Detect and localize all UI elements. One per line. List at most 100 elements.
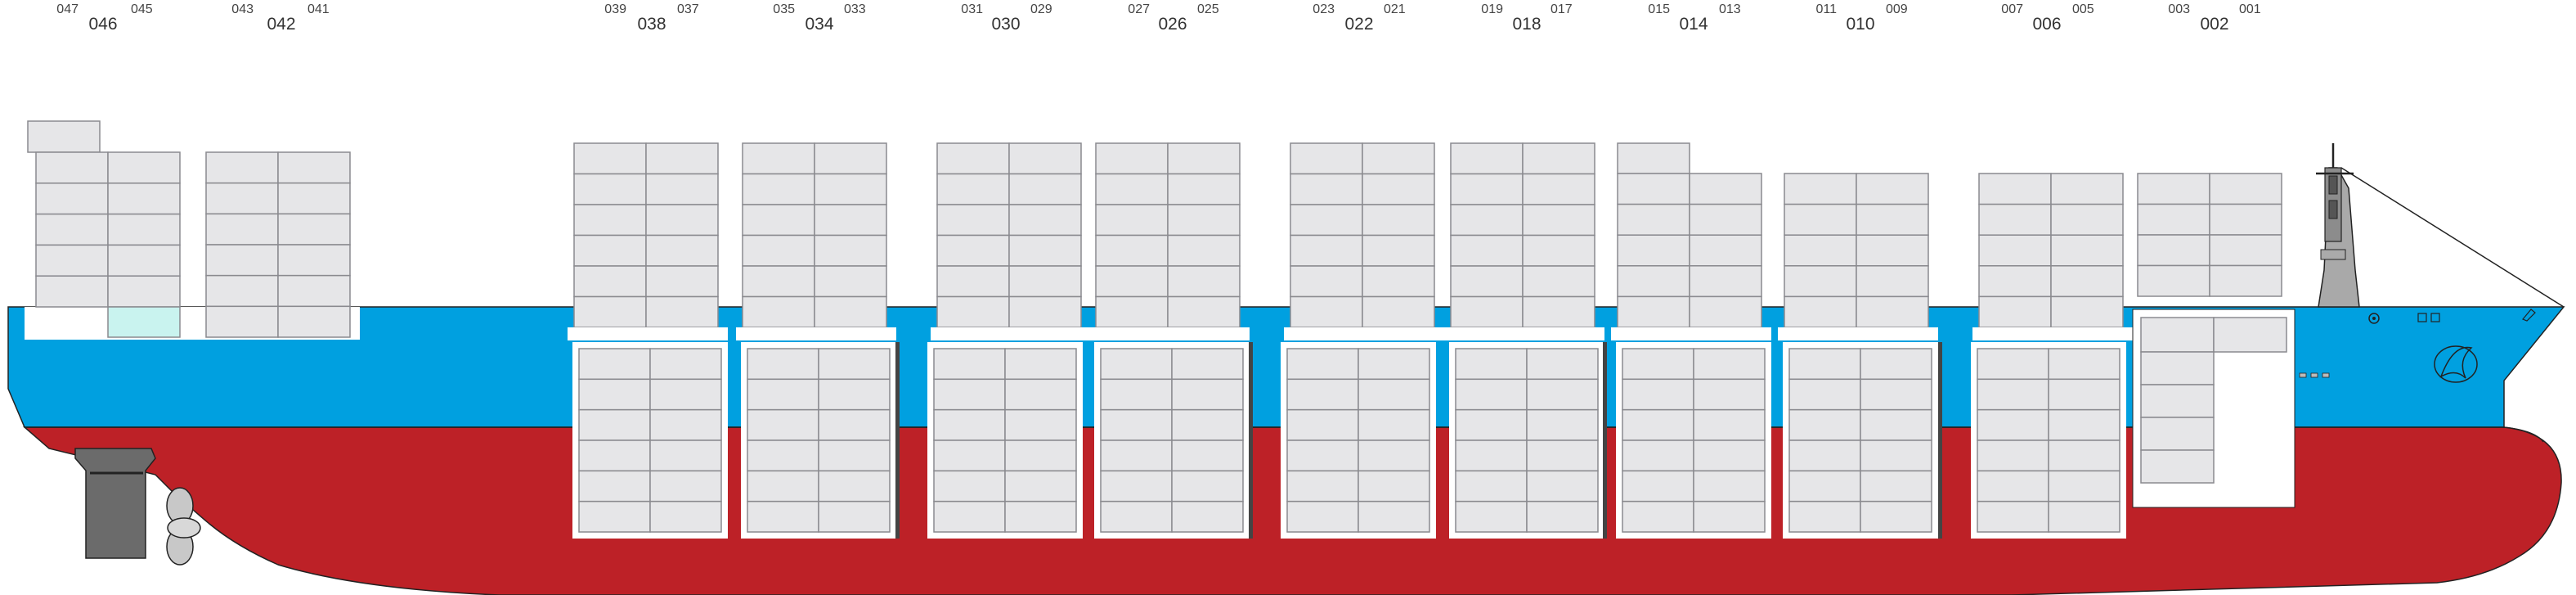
- deck-container: [814, 234, 887, 267]
- draft-mark: [2299, 372, 2307, 378]
- hold-container: [1286, 348, 1359, 381]
- draft-mark: [2322, 372, 2330, 378]
- hold-container: [1622, 408, 1694, 441]
- deck-container: [1450, 234, 1524, 267]
- bay-aft-number: 005: [2072, 2, 2094, 16]
- bay-fwd-number: 047: [56, 2, 79, 16]
- hold-container: [1004, 439, 1077, 472]
- hold-container: [933, 408, 1006, 441]
- bay-fwd-number: 035: [773, 2, 795, 16]
- deck-container: [107, 275, 181, 308]
- hold-container: [1622, 470, 1694, 503]
- deck-container: [2050, 234, 2124, 267]
- deck-container: [1856, 265, 1929, 298]
- bay-fwd-number: 011: [1815, 2, 1837, 16]
- hatch-cover-gap: [1444, 327, 1604, 340]
- deck-container: [573, 295, 647, 328]
- hold-container: [1358, 348, 1430, 381]
- deck-container: [27, 120, 101, 153]
- deck-container: [814, 295, 887, 328]
- hold-container: [1526, 500, 1599, 533]
- deck-container: [205, 274, 279, 308]
- hold-container: [1455, 378, 1528, 411]
- bay-number: 038: [637, 15, 666, 34]
- bay-number: 030: [991, 15, 1021, 34]
- deck-container: [205, 244, 279, 277]
- hold-container: [2048, 500, 2120, 533]
- hold-container: [1788, 378, 1861, 411]
- deck-container: [645, 142, 719, 175]
- hold-container: [1171, 348, 1244, 381]
- bay-number: 022: [1344, 15, 1374, 34]
- deck-container: [742, 142, 815, 175]
- hold-container: [1526, 470, 1599, 503]
- deck-container: [1784, 265, 1857, 298]
- hold-container: [1526, 439, 1599, 472]
- bay-label-026: 027 026 025: [1071, 0, 1235, 46]
- hold-container: [1788, 408, 1861, 441]
- deck-container: [1167, 142, 1241, 175]
- forestay: [2340, 167, 2565, 308]
- anchor-hawse-inner: [2372, 317, 2376, 320]
- hold-container: [1977, 439, 2049, 472]
- deck-container: [1617, 142, 1690, 174]
- hold-container: [1977, 500, 2049, 533]
- hatch-cover-gap: [568, 327, 728, 340]
- deck-container: [2050, 295, 2124, 328]
- deck-container: [1362, 234, 1435, 267]
- hold-container: [1358, 378, 1430, 411]
- hold-container: [1788, 439, 1861, 472]
- deck-container: [1450, 204, 1524, 237]
- bay-aft-number: 029: [1030, 2, 1052, 16]
- hold-container: [747, 408, 819, 441]
- bay-fwd-number: 031: [961, 2, 983, 16]
- bay-labels: 047 046 045 043 042 041 039 038 037 035 …: [0, 0, 2576, 49]
- deck-container: [1362, 265, 1435, 298]
- bay-number: 018: [1512, 15, 1542, 34]
- hold-container: [1171, 378, 1244, 411]
- deck-container: [2137, 203, 2210, 236]
- deck-container: [277, 182, 351, 215]
- hold-container: [1860, 470, 1932, 503]
- bay-fwd-number: 015: [1648, 2, 1670, 16]
- bay-label-034: 035 034 033: [716, 0, 880, 46]
- foremast-light: [2328, 175, 2338, 195]
- bay-fwd-number: 039: [604, 2, 626, 16]
- hold-container: [2140, 317, 2215, 353]
- deck-container: [1095, 204, 1169, 237]
- foremast-band: [2320, 249, 2346, 260]
- hold-container: [1455, 439, 1528, 472]
- deck-container: [742, 265, 815, 298]
- hold-container: [933, 439, 1006, 472]
- hold-container: [818, 500, 891, 533]
- hold-container: [1004, 408, 1077, 441]
- bow-markings: [2299, 309, 2536, 383]
- deck-container: [1450, 295, 1524, 328]
- deck-container: [1978, 203, 2052, 236]
- deck-container: [1856, 234, 1929, 267]
- hold-container: [649, 378, 722, 411]
- hold-container: [1100, 500, 1173, 533]
- bay-fwd-number: 027: [1128, 2, 1150, 16]
- deck-container: [1167, 204, 1241, 237]
- bay-number: 010: [1846, 15, 1875, 34]
- hold-container: [1977, 378, 2049, 411]
- hold-container: [1004, 378, 1077, 411]
- hold-container: [1286, 470, 1359, 503]
- propeller-hub: [167, 517, 201, 539]
- hatch-cover-gap: [736, 327, 896, 340]
- hold-container: [578, 378, 651, 411]
- deck-container: [1290, 265, 1363, 298]
- deck-container: [1689, 265, 1762, 298]
- hold-container: [1004, 348, 1077, 381]
- hold-container: [818, 470, 891, 503]
- deck-container: [1617, 265, 1690, 298]
- hold-container: [2048, 408, 2120, 441]
- deck-container: [573, 265, 647, 298]
- hatch-cover-gap: [931, 327, 1091, 340]
- deck-container: [2209, 234, 2282, 267]
- container-stack-layer: [27, 120, 2296, 539]
- hold-container: [2140, 449, 2215, 484]
- hold-container: [1693, 378, 1766, 411]
